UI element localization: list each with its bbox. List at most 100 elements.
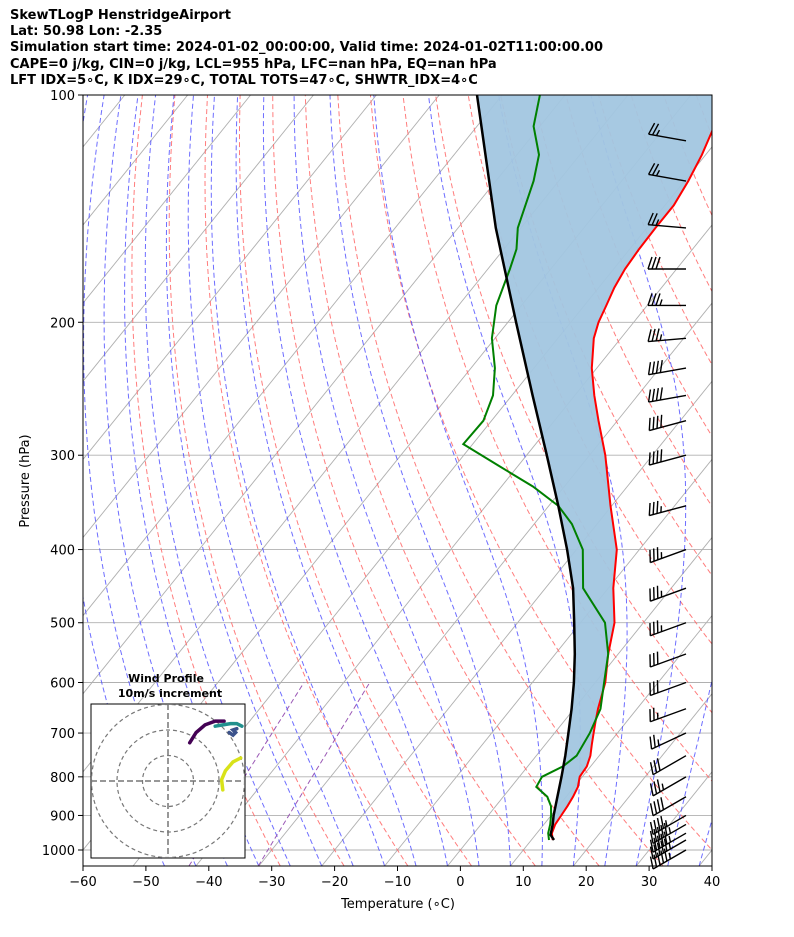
isotherm-line — [83, 95, 314, 382]
inset-subtitle: 10m/s increment — [118, 687, 222, 700]
hodograph-trace — [213, 721, 244, 728]
wind-barb — [649, 680, 687, 697]
isotherm-line — [83, 95, 189, 226]
dry-adiabat — [337, 95, 664, 866]
y-tick-label: 800 — [50, 771, 75, 786]
moist-adiabat — [731, 95, 794, 866]
chart-header: SkewTLogP HenstridgeAirport Lat: 50.98 L… — [10, 8, 603, 89]
moist-adiabat — [165, 95, 323, 866]
dry-adiabat — [131, 95, 281, 866]
wind-barb — [647, 122, 687, 142]
chart-title: SkewTLogP HenstridgeAirport — [10, 8, 231, 23]
wind-barbs — [647, 122, 687, 870]
wind-barb — [649, 776, 687, 797]
wind-barb — [647, 293, 686, 307]
inset-plot — [91, 704, 245, 858]
dry-adiabat — [168, 95, 345, 866]
x-tick-label: 0 — [456, 875, 464, 890]
isotherm-line — [698, 849, 712, 866]
moist-adiabat — [210, 95, 386, 866]
y-tick-label: 200 — [50, 316, 75, 331]
x-tick-label: 40 — [704, 875, 721, 890]
y-tick-label: 600 — [50, 677, 75, 692]
time-line: Simulation start time: 2024-01-02_00:00:… — [10, 40, 603, 56]
moist-adiabat — [329, 95, 511, 866]
wind-barb — [649, 732, 687, 750]
indices-line-1: CAPE=0 j/kg, CIN=0 j/kg, LCL=955 hPa, LF… — [10, 56, 497, 72]
x-tick-label: −50 — [132, 875, 159, 890]
wind-barb — [647, 328, 687, 343]
cape-shading — [477, 95, 712, 840]
dry-adiabat — [500, 95, 712, 577]
y-tick-label: 300 — [50, 449, 75, 464]
x-tick-label: 30 — [641, 875, 658, 890]
dry-adiabat — [272, 95, 536, 866]
dry-adiabat — [204, 95, 409, 866]
wind-barb — [649, 796, 687, 817]
hodograph-trace — [219, 756, 243, 792]
axis-ticks: −60 −50 −40 −30 −20 −10 0 10 20 30 40 100 200 300 400 5… — [42, 89, 720, 890]
y-axis-label: Pressure (hPa) — [18, 434, 33, 527]
y-tick-label: 1000 — [42, 844, 75, 859]
wind-barb — [649, 814, 687, 836]
dry-adiabat — [761, 95, 794, 866]
wind-barb — [647, 387, 687, 403]
wind-barb — [649, 822, 687, 845]
wind-barb — [648, 449, 687, 466]
x-tick-label: −60 — [69, 875, 96, 890]
x-tick-label: 10 — [515, 875, 532, 890]
y-tick-label: 500 — [50, 617, 75, 632]
x-tick-label: −20 — [321, 875, 348, 890]
wind-barb — [649, 585, 687, 602]
dry-adiabat — [369, 95, 712, 851]
x-tick-label: −30 — [258, 875, 285, 890]
y-tick-label: 900 — [50, 809, 75, 824]
isotherm-line — [83, 95, 566, 695]
dry-adiabat — [239, 95, 473, 866]
isotherm-line — [83, 95, 440, 539]
wind-barb — [647, 256, 686, 270]
moist-adiabat — [698, 817, 712, 866]
dry-adiabat — [435, 95, 712, 714]
indices-line-2: LFT IDX=5∘C, K IDX=29∘C, TOTAL TOTS=47∘C… — [10, 72, 478, 88]
y-tick-label: 400 — [50, 544, 75, 559]
wind-barb — [649, 831, 687, 853]
x-tick-label: −10 — [384, 875, 411, 890]
dry-adiabat — [532, 95, 712, 508]
wind-barb — [647, 212, 687, 229]
location-line: Lat: 50.98 Lon: -2.35 — [10, 24, 163, 40]
inset-title: Wind Profile — [128, 672, 204, 685]
wind-barb — [647, 360, 687, 376]
wind-barb — [648, 500, 687, 517]
y-tick-label: 700 — [50, 727, 75, 742]
wind-barb — [649, 838, 687, 860]
moist-adiabat — [262, 95, 448, 866]
temperature-line — [550, 128, 712, 841]
wind-barb — [649, 707, 687, 723]
isotherm-line — [83, 95, 377, 461]
dewpoint-line — [461, 95, 610, 841]
cape-shaded-area — [477, 95, 712, 840]
x-tick-label: −40 — [195, 875, 222, 890]
wind-barb — [647, 162, 687, 182]
moist-adiabat — [293, 95, 480, 866]
moist-adiabat — [187, 95, 354, 866]
isotherm-line — [83, 95, 503, 617]
parcel-line — [475, 95, 577, 841]
isotherm-line — [321, 380, 712, 866]
moist-adiabat — [373, 95, 543, 866]
dry-adiabat-lines — [131, 95, 794, 866]
wind-profile-inset: Wind Profile 10m/s increment — [90, 672, 246, 859]
hodograph-trace — [187, 719, 226, 745]
moist-adiabat — [144, 95, 291, 866]
x-axis-label: Temperature (∘C) — [340, 897, 455, 912]
moist-adiabat — [235, 95, 417, 866]
dry-adiabat — [729, 95, 794, 866]
moist-adiabat — [590, 95, 687, 866]
wind-barb — [649, 547, 687, 564]
isotherm-line — [447, 536, 712, 866]
wind-barb — [648, 414, 687, 432]
wind-barb — [649, 755, 687, 776]
isotherm-line — [510, 614, 712, 866]
